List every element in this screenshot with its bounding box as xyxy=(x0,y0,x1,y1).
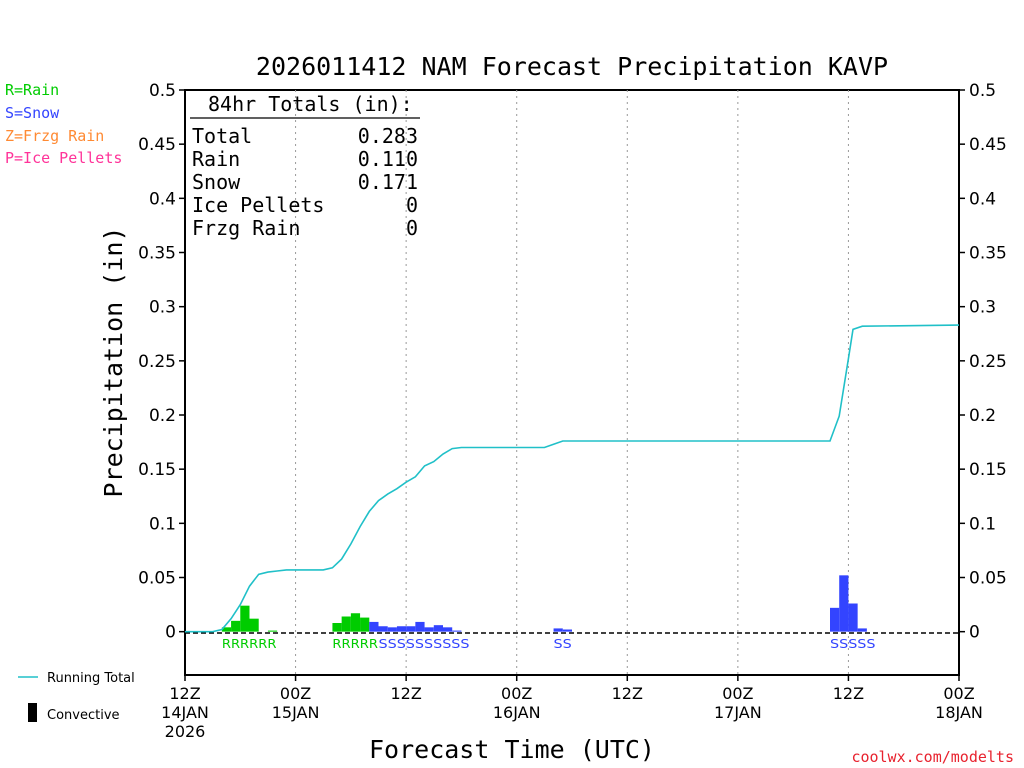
totals-label: Snow xyxy=(192,170,241,194)
totals-label: Frzg Rain xyxy=(192,216,300,240)
totals-label: Total xyxy=(192,124,252,148)
y-tick-label-left: 0.25 xyxy=(138,352,176,372)
precip-bar-s xyxy=(452,630,462,632)
x-tick-label: 12Z xyxy=(390,684,421,703)
y-tick-label-left: 0.4 xyxy=(149,189,176,209)
precip-bar-s xyxy=(562,629,572,632)
x-tick-label: 16JAN xyxy=(493,703,541,722)
precip-bar-r xyxy=(360,617,370,632)
precip-bar-r xyxy=(332,623,342,632)
totals-value: 0.283 xyxy=(358,124,418,148)
y-tick-label-left: 0.2 xyxy=(149,406,176,426)
y-tick-label-right: 0.3 xyxy=(969,298,996,318)
totals-heading: 84hr Totals (in): xyxy=(208,92,413,116)
precip-bar-s xyxy=(378,626,388,632)
x-tick-label: 12Z xyxy=(612,684,643,703)
x-axis-label: Forecast Time (UTC) xyxy=(369,735,655,764)
y-tick-label-right: 0.25 xyxy=(969,352,1007,372)
precip-bar-r xyxy=(240,605,250,632)
precip-bars xyxy=(221,575,867,632)
y-axis-label: Precipitation (in) xyxy=(99,227,128,498)
y-tick-label-right: 0.1 xyxy=(969,514,996,534)
y-tick-label-right: 0 xyxy=(969,623,980,643)
precip-bar-s xyxy=(396,626,407,632)
site-credit: coolwx.com/modelts xyxy=(851,748,1014,766)
running-total-legend-label: Running Total xyxy=(47,671,135,686)
chart-title: 2026011412 NAM Forecast Precipitation KA… xyxy=(256,52,888,81)
precip-bar-r xyxy=(221,627,232,632)
precip-bar-s xyxy=(848,603,858,632)
precip-bar-s xyxy=(830,607,840,632)
totals-table: Total 0.283 Rain 0.110 Snow 0.171 Ice Pellets 0… xyxy=(192,124,418,240)
legend-frzg-rain: Z=Frzg Rain xyxy=(5,127,104,145)
legend-ice-pellets: P=Ice Pellets xyxy=(5,149,122,167)
legend-rain: R=Rain xyxy=(5,81,59,99)
y-tick-label-left: 0.35 xyxy=(138,244,176,264)
y-tick-label-right: 0.5 xyxy=(969,81,996,101)
precip-bar-s xyxy=(387,627,397,632)
y-tick-label-right: 0.05 xyxy=(969,569,1007,589)
x-tick-label: 15JAN xyxy=(272,703,320,722)
type-string: RRRRR xyxy=(332,636,378,651)
precip-bar-s xyxy=(424,627,434,632)
totals-label: Rain xyxy=(192,147,240,171)
legend-snow: S=Snow xyxy=(5,104,60,122)
x-tick-label: 12Z xyxy=(833,684,864,703)
precip-bar-s xyxy=(857,628,867,632)
x-tick-label: 00Z xyxy=(280,684,311,703)
precip-bar-s xyxy=(415,621,425,632)
totals-value: 0.110 xyxy=(358,147,418,171)
x-tick-label: 18JAN xyxy=(935,703,983,722)
y-tick-label-right: 0.15 xyxy=(969,460,1007,480)
precip-bar-r xyxy=(249,618,259,632)
totals-value: 0 xyxy=(406,216,418,240)
y-tick-label-right: 0.2 xyxy=(969,406,996,426)
y-tick-label-right: 0.35 xyxy=(969,244,1007,264)
precip-bar-r xyxy=(267,630,278,632)
y-tick-label-right: 0.45 xyxy=(969,135,1007,155)
precip-bar-s xyxy=(553,628,563,632)
y-tick-label-left: 0.45 xyxy=(138,135,176,155)
convective-legend-label: Convective xyxy=(47,708,120,723)
precip-bar-s xyxy=(433,625,443,632)
totals-value: 0 xyxy=(406,193,418,217)
precip-bar-s xyxy=(443,627,453,632)
precip-bar-s xyxy=(406,626,416,632)
x-tick-label: 00Z xyxy=(722,684,753,703)
type-string: SS xyxy=(554,636,572,651)
y-tick-label-left: 0.3 xyxy=(149,298,176,318)
precip-bar-s xyxy=(369,621,379,632)
plot-area xyxy=(184,89,960,676)
convective-legend-swatch xyxy=(28,703,37,722)
y-tick-label-left: 0 xyxy=(165,623,176,643)
y-tick-label-left: 0.5 xyxy=(149,81,176,101)
y-axis-ticks: 0 00.05 0.050.1 0.10.15 0.150.2 0.20.25 0.250.… xyxy=(138,81,1007,643)
running-total-line xyxy=(185,324,960,633)
x-tick-label: 12Z xyxy=(169,684,200,703)
totals-value: 0.171 xyxy=(358,170,418,194)
y-tick-label-left: 0.05 xyxy=(138,569,176,589)
x-tick-label: 00Z xyxy=(501,684,532,703)
totals-label: Ice Pellets xyxy=(192,193,324,217)
precip-type-strings: RRRRRR RRRRR SSSSSSSSSS SS SSSSS xyxy=(222,636,876,651)
y-tick-label-left: 0.15 xyxy=(138,460,176,480)
precip-bar-r xyxy=(350,613,361,632)
precip-bar-s xyxy=(839,575,849,632)
x-tick-label: 14JAN xyxy=(161,703,209,722)
x-tick-label: 2026 xyxy=(165,722,206,741)
x-tick-label: 00Z xyxy=(943,684,974,703)
type-string: RRRRRR xyxy=(222,636,277,651)
type-string: SSSSS xyxy=(830,636,876,651)
y-tick-label-left: 0.1 xyxy=(149,514,176,534)
type-string: SSSSSSSSSS xyxy=(379,636,470,651)
x-tick-label: 17JAN xyxy=(714,703,762,722)
precip-bar-r xyxy=(231,620,241,632)
y-tick-label-right: 0.4 xyxy=(969,189,996,209)
precip-bar-r xyxy=(341,616,351,632)
